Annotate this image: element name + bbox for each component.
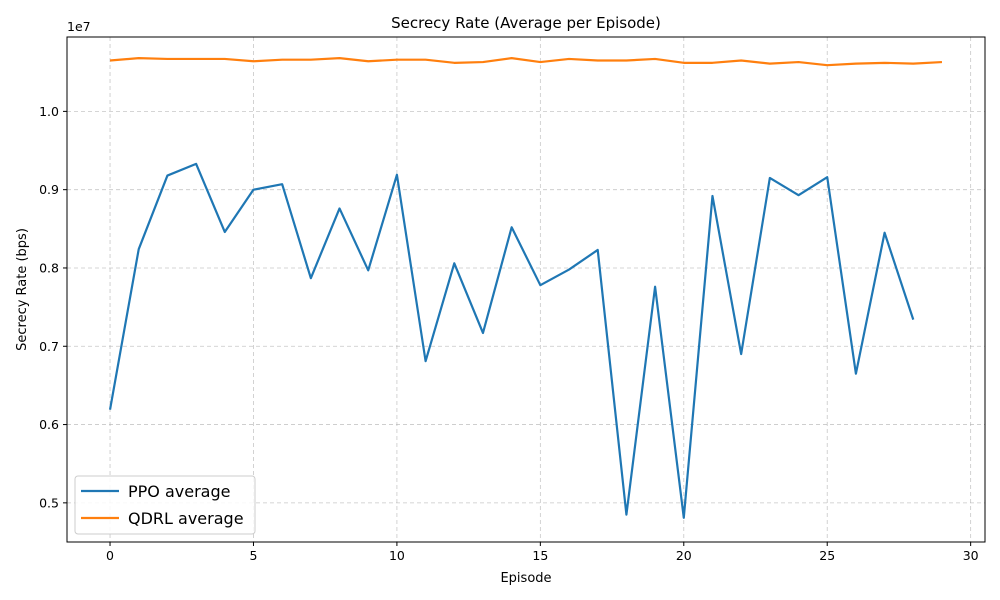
y-tick-label: 0.6 [39,417,59,432]
y-tick-label: 1.0 [39,104,59,119]
grid [67,37,985,542]
y-tick-label: 0.7 [39,339,59,354]
legend-box [74,475,256,535]
plot-frame [66,36,986,543]
x-tick-label: 30 [963,548,979,563]
legend-label: PPO average [128,482,230,501]
y-offset-label: 1e7 [67,19,91,34]
x-tick-label: 0 [106,548,114,563]
legend-label: QDRL average [128,509,244,528]
x-tick-label: 20 [676,548,692,563]
chart-title: Secrecy Rate (Average per Episode) [391,14,661,32]
series-lines [108,57,943,519]
x-axis-label: Episode [500,571,551,586]
x-tick-label: 15 [532,548,548,563]
y-tick-label: 0.8 [39,260,59,275]
y-tick-label: 0.9 [39,182,59,197]
x-tick-label: 25 [819,548,835,563]
legend: PPO average QDRL average [74,475,256,535]
series-line [109,57,943,67]
x-tick-label: 5 [249,548,257,563]
y-tick-label: 0.5 [39,495,59,510]
axis-ticks: 0 5 10 15 20 25 30 0.5 0.6 0.7 0.8 0.9 1.0 [39,104,979,563]
series-line [108,162,915,519]
x-tick-label: 10 [389,548,405,563]
y-axis-label: Secrecy Rate (bps) [15,228,30,351]
